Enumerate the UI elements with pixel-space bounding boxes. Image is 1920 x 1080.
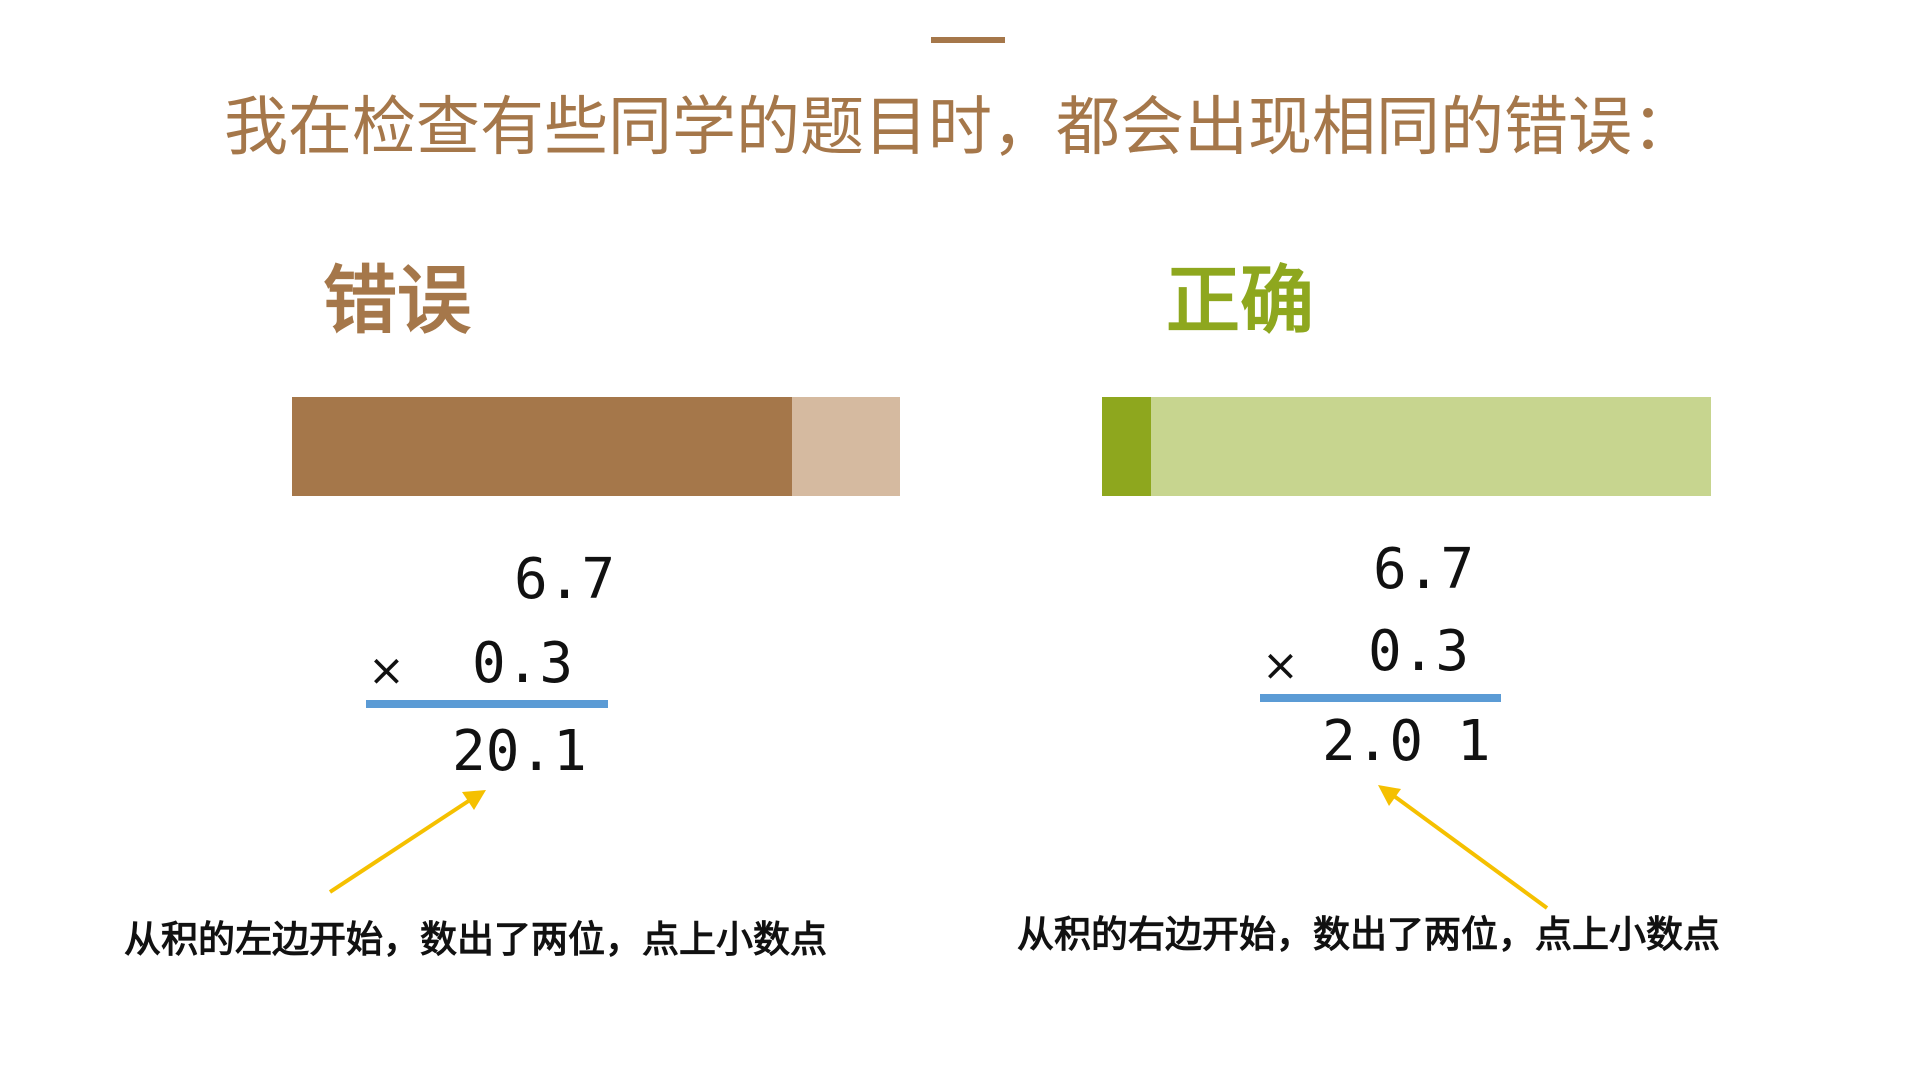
- wrong-times-sign: ×: [368, 645, 405, 696]
- right-arrow-icon: [1378, 785, 1549, 910]
- right-color-bar-accent: [1102, 397, 1151, 496]
- right-color-bar: [1151, 397, 1711, 496]
- wrong-arrow-icon: [328, 790, 486, 894]
- wrong-multiplicand: 6.7: [514, 547, 616, 612]
- right-product: 2.0 1: [1322, 709, 1491, 774]
- page-title: 我在检查有些同学的题目时，都会出现相同的错误：: [224, 91, 1696, 165]
- right-note: 从积的右边开始，数出了两位，点上小数点: [1017, 913, 1720, 956]
- right-multiplicand: 6.7: [1373, 537, 1475, 602]
- wrong-color-bar: [292, 397, 792, 496]
- wrong-heading: 错误: [323, 258, 471, 344]
- wrong-product: 20.1: [452, 719, 587, 784]
- right-equation-rule: [1260, 694, 1501, 702]
- wrong-equation-rule: [366, 700, 608, 708]
- top-accent-bar: [931, 37, 1005, 43]
- right-heading: 正确: [1166, 258, 1314, 344]
- wrong-color-bar-light: [792, 397, 900, 496]
- right-times-sign: ×: [1262, 640, 1299, 691]
- right-multiplier: 0.3: [1368, 619, 1470, 684]
- wrong-note: 从积的左边开始，数出了两位，点上小数点: [124, 918, 827, 961]
- wrong-multiplier: 0.3: [472, 631, 574, 696]
